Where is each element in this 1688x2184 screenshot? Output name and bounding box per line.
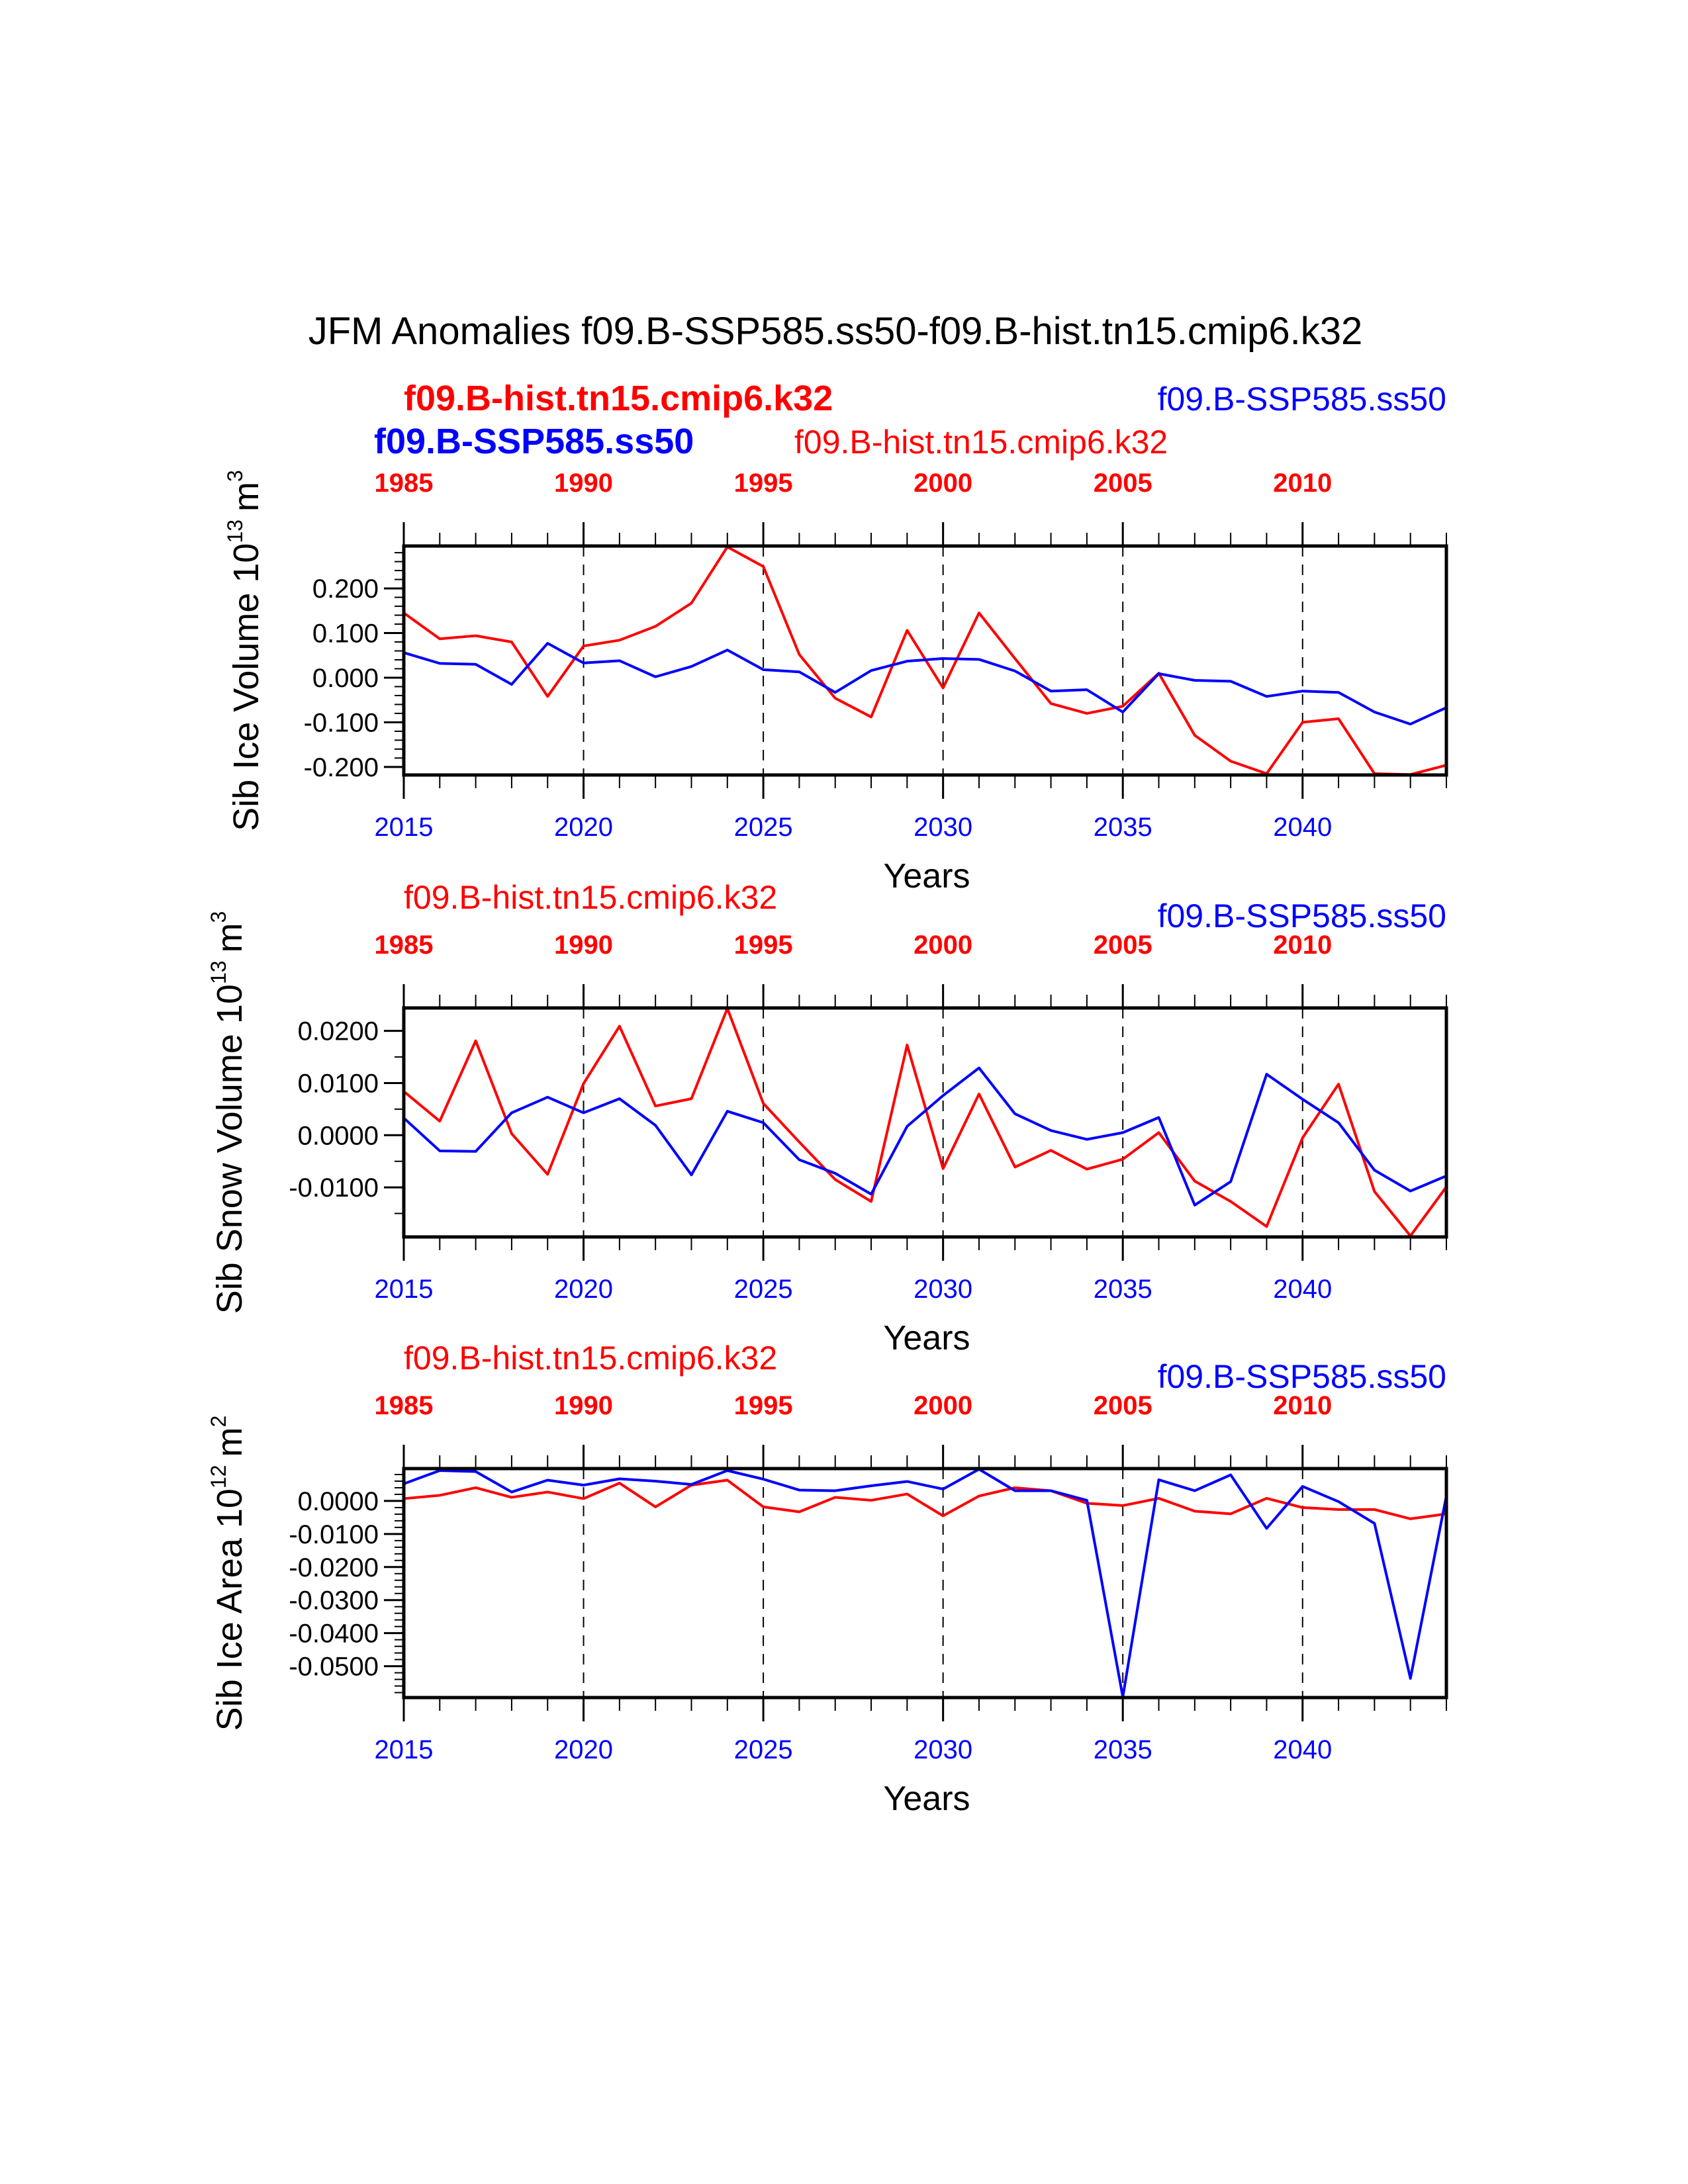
panels: 2015 2020 2025 2030 2035 2040 1985 1990 1995 2000… [207,379,1448,1818]
y-tick-label: -0.0100 [289,1173,379,1203]
panel-3: 2015 2020 2025 2030 2035 2040 1985 1990 1995 2000… [207,1340,1448,1818]
x-tick-label: 2035 [1094,1275,1152,1304]
hist-experiment-label-bold: f09.B-hist.tn15.cmip6.k32 [404,379,833,418]
top-x-tick-label: 1995 [734,469,793,498]
series-line-ssp [402,1066,1447,1206]
y-tick-label: 0.0100 [298,1069,379,1098]
y-tick-label: 0.0000 [298,1121,379,1150]
top-x-tick-label: 1990 [554,469,613,498]
y-tick-label: -0.0200 [289,1553,379,1582]
y-axis-exponent: 13 [223,520,247,543]
x-tick-label: 2015 [375,1735,434,1764]
y-axis-unit-power: 2 [207,1416,230,1428]
y-tick-label: 0.000 [312,664,379,693]
x-tick-label: 2015 [375,813,434,842]
x-tick-label: 2020 [554,1735,613,1764]
x-tick-label: 2040 [1273,1275,1332,1304]
ssp-experiment-label: f09.B-SSP585.ss50 [1158,381,1446,418]
figure-title: JFM Anomalies f09.B-SSP585.ss50-f09.B-hi… [308,310,1363,353]
hist-experiment-label: f09.B-hist.tn15.cmip6.k32 [404,1340,777,1377]
x-tick-label: 2040 [1273,1735,1332,1764]
x-axis-title: Years [883,857,970,895]
y-tick-label: 0.0000 [298,1487,379,1516]
hist-experiment-label: f09.B-hist.tn15.cmip6.k32 [794,424,1168,461]
series-line-ssp [403,1467,1448,1699]
top-x-tick-label: 2010 [1273,1391,1332,1420]
top-x-tick-label: 2010 [1273,469,1332,498]
plot-frame [402,1006,1448,1239]
ssp-experiment-label-bold: f09.B-SSP585.ss50 [374,422,694,461]
y-axis-exponent: 13 [207,960,230,984]
plot-frame [402,1467,1448,1700]
top-x-tick-label: 2010 [1273,931,1332,960]
top-x-tick-label: 2000 [914,469,972,498]
hist-experiment-label: f09.B-hist.tn15.cmip6.k32 [404,879,777,916]
top-x-tick-label: 2005 [1094,931,1152,960]
y-axis-unit: m [226,482,266,512]
y-tick-label: -0.0300 [289,1586,379,1615]
y-axis-title: Sib Ice Area 1012 m2 [207,1416,250,1731]
y-axis-title-text: Sib Snow Volume 10 [210,984,250,1314]
x-tick-label: 2035 [1094,1735,1152,1764]
y-axis-title: Sib Snow Volume 1013 m3 [207,911,250,1314]
x-tick-label: 2030 [914,1275,972,1304]
y-tick-label: -0.100 [304,708,379,737]
top-x-tick-label: 1995 [734,1391,793,1420]
panel-2: 2015 2020 2025 2030 2035 2040 1985 1990 1995 2000… [207,879,1448,1357]
y-axis-unit: m [210,1427,250,1457]
x-tick-label: 2030 [914,813,972,842]
y-axis-unit-power: 3 [223,470,247,482]
y-tick-label: -0.0500 [289,1653,379,1682]
y-tick-label: -0.200 [304,753,379,782]
y-tick-label: -0.0400 [289,1619,379,1649]
top-x-tick-label: 1985 [375,931,434,960]
y-tick-label: 0.200 [312,574,379,604]
x-tick-label: 2015 [375,1275,434,1304]
top-x-tick-label: 1995 [734,931,793,960]
x-axis-title: Years [883,1780,970,1818]
ssp-experiment-label: f09.B-SSP585.ss50 [1158,897,1446,934]
x-tick-label: 2025 [734,813,793,842]
x-tick-label: 2020 [554,813,613,842]
x-tick-label: 2040 [1273,813,1332,842]
y-axis-unit-power: 3 [207,911,230,923]
y-axis-unit: m [210,923,250,952]
y-tick-label: -0.0100 [289,1520,379,1549]
x-tick-label: 2030 [914,1735,972,1764]
top-x-tick-label: 2000 [914,931,972,960]
ssp-experiment-label: f09.B-SSP585.ss50 [1158,1358,1446,1395]
x-tick-label: 2020 [554,1275,613,1304]
plot-frame [402,544,1448,777]
series-line-hist [403,1479,1447,1520]
y-tick-label: 0.0200 [298,1017,379,1046]
series-line-ssp [403,642,1447,726]
top-x-tick-label: 2005 [1094,1391,1152,1420]
y-axis-title-text: Sib Ice Area 10 [210,1488,250,1731]
y-axis-title: Sib Ice Volume 1013 m3 [223,470,266,831]
top-x-tick-label: 1985 [375,469,434,498]
panel-1: 2015 2020 2025 2030 2035 2040 1985 1990 1995 2000… [223,379,1448,895]
x-tick-label: 2035 [1094,813,1152,842]
top-x-tick-label: 2005 [1094,469,1152,498]
top-x-tick-label: 1985 [375,1391,434,1420]
y-tick-label: 0.100 [312,619,379,649]
series-line-hist [402,1007,1448,1238]
top-x-tick-label: 1990 [554,931,613,960]
y-axis-title-text: Sib Ice Volume 10 [226,543,266,831]
x-axis-title: Years [883,1319,970,1357]
top-x-tick-label: 2000 [914,1391,972,1420]
top-x-tick-label: 1990 [554,1391,613,1420]
y-axis-exponent: 12 [207,1465,230,1488]
x-tick-label: 2025 [734,1735,793,1764]
x-tick-label: 2025 [734,1275,793,1304]
